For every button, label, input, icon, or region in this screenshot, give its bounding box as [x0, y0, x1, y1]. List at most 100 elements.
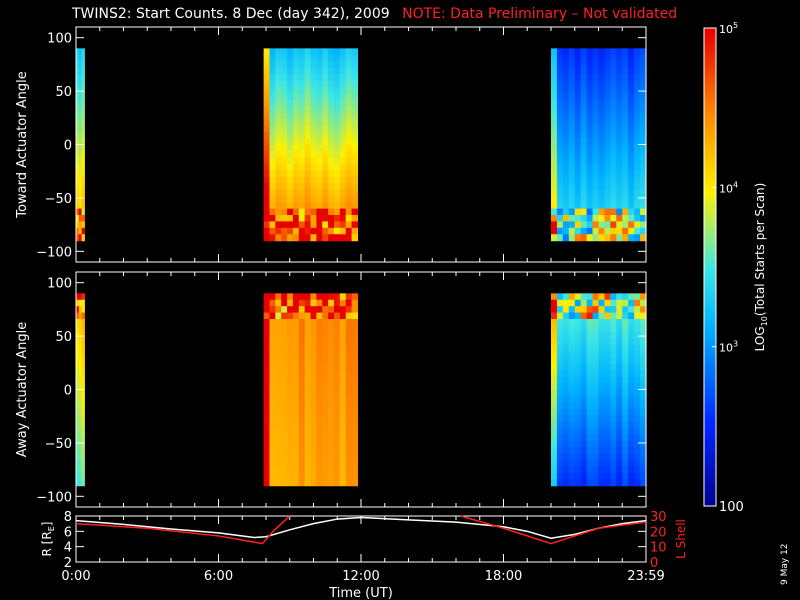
heatmap-cell-0-1	[333, 189, 341, 197]
heatmap-cell-1-1	[298, 453, 306, 461]
orbit-series-2	[460, 515, 647, 545]
heatmap-cell-0-2	[562, 189, 570, 197]
heatmap-cell-0-2	[551, 118, 558, 126]
heatmap-cell-1-1	[281, 370, 288, 378]
heatmap-cell-1-1	[328, 434, 335, 442]
heatmap-cell-1-0	[76, 427, 80, 435]
title-note: NOTE: Data Preliminary – Not validated	[402, 6, 678, 22]
heatmap-cell-0-0	[81, 189, 85, 197]
heatmap-cell-1-0	[81, 434, 85, 442]
heatmap-cell-0-2	[580, 221, 588, 229]
heatmap-cell-1-2	[622, 338, 629, 346]
heatmap-cell-1-1	[292, 472, 300, 480]
heatmap-cell-0-2	[616, 202, 623, 210]
heatmap-cell-0-1	[351, 208, 359, 216]
heatmap-cell-0-1	[322, 125, 329, 133]
heatmap-cell-0-2	[586, 118, 594, 126]
heatmap-cell-1-2	[592, 466, 600, 474]
heatmap-cell-1-1	[287, 344, 294, 352]
heatmap-cell-1-2	[551, 376, 558, 384]
heatmap-cell-0-2	[640, 234, 647, 242]
heatmap-cell-1-2	[634, 376, 641, 384]
heatmap-cell-1-2	[586, 357, 594, 365]
heatmap-cell-0-1	[328, 80, 335, 88]
heatmap-cell-1-0	[81, 319, 85, 327]
colorbar-band	[704, 310, 716, 316]
heatmap-cell-0-2	[574, 74, 582, 82]
heatmap-cell-0-2	[610, 61, 617, 69]
heatmap-cell-1-2	[628, 415, 635, 423]
heatmap-cell-0-1	[292, 48, 300, 56]
heatmap-cell-0-2	[640, 208, 647, 216]
heatmap-cell-1-2	[598, 402, 606, 410]
heatmap-cell-1-1	[333, 357, 341, 365]
heatmap-cell-0-1	[351, 93, 359, 101]
heatmap-cell-0-1	[287, 61, 294, 69]
heatmap-cell-0-0	[78, 163, 83, 171]
heatmap-cell-0-0	[78, 48, 83, 56]
heatmap-cell-1-2	[628, 447, 635, 455]
heatmap-cell-0-0	[78, 221, 83, 229]
heatmap-cell-0-1	[304, 144, 312, 152]
heatmap-cell-0-2	[598, 93, 606, 101]
heatmap-cell-0-2	[604, 202, 611, 210]
heatmap-cell-1-1	[269, 415, 276, 423]
heatmap-cell-1-1	[339, 357, 347, 365]
heatmap-cell-1-1	[351, 466, 359, 474]
heatmap-cell-1-1	[339, 306, 347, 314]
heatmap-cell-1-2	[592, 363, 600, 371]
heatmap-cell-1-1	[275, 460, 282, 468]
heatmap-cell-0-2	[556, 74, 564, 82]
heatmap-cell-0-1	[310, 86, 317, 94]
heatmap-cell-0-2	[574, 106, 582, 114]
heatmap-cell-0-1	[328, 221, 335, 229]
heatmap-cell-1-2	[580, 408, 588, 416]
heatmap-cell-0-1	[298, 99, 306, 107]
heatmap-cell-0-2	[551, 208, 558, 216]
heatmap-cell-1-2	[628, 383, 635, 391]
heatmap-cell-0-2	[610, 195, 617, 203]
heatmap-cell-1-2	[640, 312, 647, 320]
colorbar-band	[704, 59, 716, 65]
heatmap-cell-0-2	[592, 195, 600, 203]
heatmap-cell-1-2	[634, 408, 641, 416]
heatmap-cell-0-2	[556, 138, 564, 146]
heatmap-cell-1-1	[269, 479, 276, 487]
heatmap-cell-1-1	[304, 312, 312, 320]
heatmap-cell-0-1	[310, 99, 317, 107]
colorbar-band	[704, 207, 716, 212]
colorbar-tick-label-1: 104	[719, 180, 738, 195]
heatmap-cell-0-2	[592, 150, 600, 158]
heatmap-cell-1-1	[351, 376, 359, 384]
heatmap-cell-0-2	[551, 221, 558, 229]
heatmap-cell-0-0	[78, 182, 83, 190]
heatmap-cell-1-0	[81, 299, 85, 307]
heatmap-cell-1-0	[81, 460, 85, 468]
heatmap-cell-1-1	[298, 415, 306, 423]
heatmap-cell-1-1	[304, 434, 312, 442]
heatmap-cell-1-1	[281, 312, 288, 320]
heatmap-cell-0-2	[562, 227, 570, 235]
heatmap-cell-1-2	[610, 421, 617, 429]
heatmap-cell-0-1	[281, 215, 288, 223]
heatmap-cell-1-0	[76, 344, 80, 352]
heatmap-cell-0-2	[610, 176, 617, 184]
heatmap-cell-1-2	[598, 472, 606, 480]
heatmap-cell-1-0	[81, 479, 85, 487]
heatmap-cell-1-1	[292, 453, 300, 461]
heatmap-cell-1-2	[616, 460, 623, 468]
colorbar-band	[704, 314, 716, 320]
heatmap-cell-0-1	[292, 144, 300, 152]
heatmap-cell-1-0	[78, 383, 83, 391]
heatmap-cell-1-1	[328, 415, 335, 423]
heatmap-cell-0-2	[562, 195, 570, 203]
heatmap-cell-0-2	[562, 202, 570, 210]
heatmap-cell-1-2	[604, 357, 611, 365]
heatmap-cell-0-1	[263, 215, 271, 223]
heatmap-cell-0-2	[622, 150, 629, 158]
heatmap-cell-1-1	[292, 427, 300, 435]
colorbar-band	[704, 171, 716, 176]
heatmap-cell-0-1	[304, 131, 312, 139]
heatmap-cell-1-1	[275, 293, 282, 301]
heatmap-cell-0-1	[263, 125, 271, 133]
